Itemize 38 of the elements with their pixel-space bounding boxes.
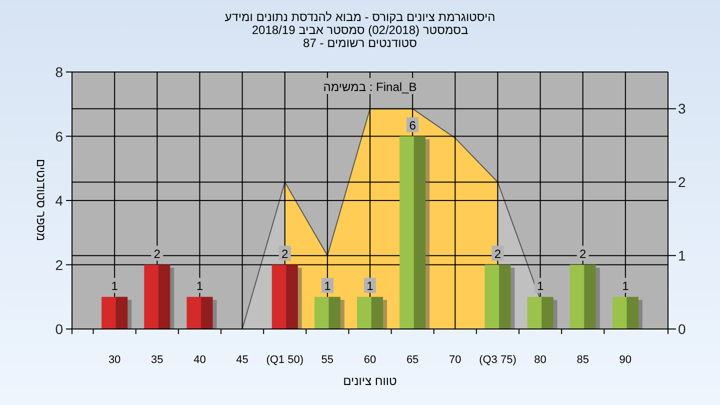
y2-tick-label: 0 (678, 321, 686, 337)
data-label: 6 (409, 118, 416, 132)
y2-tick-label: 3 (678, 100, 686, 117)
data-label: 2 (282, 246, 289, 261)
chart-title: היסטוגרמת ציונים בקורס - מבוא להנדסת נתונים ומידע (224, 10, 496, 24)
y-axis-title: מספר סטודנטים (34, 158, 48, 242)
x-tick-label: 80 (534, 354, 546, 366)
data-label: 2 (154, 246, 161, 261)
data-label: 2 (580, 246, 587, 261)
x-tick-label: 90 (619, 354, 632, 366)
x-tick-label: 85 (576, 354, 589, 366)
x-tick-label: 65 (406, 354, 419, 366)
x-axis-title: טווח ציונים (343, 374, 398, 388)
x-tick-label: 30 (108, 354, 121, 366)
data-label: 1 (366, 278, 374, 293)
data-label: 1 (111, 278, 118, 293)
data-label: 1 (622, 278, 630, 293)
data-label: 1 (536, 278, 544, 293)
x-tick-label: 60 (364, 354, 376, 366)
y2-tick-label: 2 (678, 174, 686, 190)
y-tick-label: 2 (55, 256, 64, 273)
x-tick-label: 35 (151, 354, 164, 366)
annotation: במשימה : Final_B (323, 80, 417, 94)
x-tick-label: 70 (449, 354, 462, 366)
data-label: 1 (324, 278, 332, 293)
chart-subtitle: בסמסטר (02/2018) סמסטר אביב 2018/19 סטודנטים רשומים - 87 (252, 23, 468, 50)
data-label: 1 (196, 278, 204, 293)
x-tick-label: (Q3 75) (479, 354, 516, 366)
y-tick-label: 6 (55, 128, 64, 144)
y2-tick-label: 1 (678, 248, 686, 264)
x-tick-label: (Q1 50) (266, 354, 304, 366)
x-tick-label: 40 (194, 354, 206, 366)
x-tick-label: 45 (236, 354, 248, 366)
y-tick-label: 8 (55, 64, 64, 80)
y-tick-label: 4 (55, 192, 64, 208)
y-tick-label: 0 (55, 321, 64, 337)
x-tick-label: 55 (321, 354, 334, 366)
data-label: 2 (494, 246, 502, 261)
